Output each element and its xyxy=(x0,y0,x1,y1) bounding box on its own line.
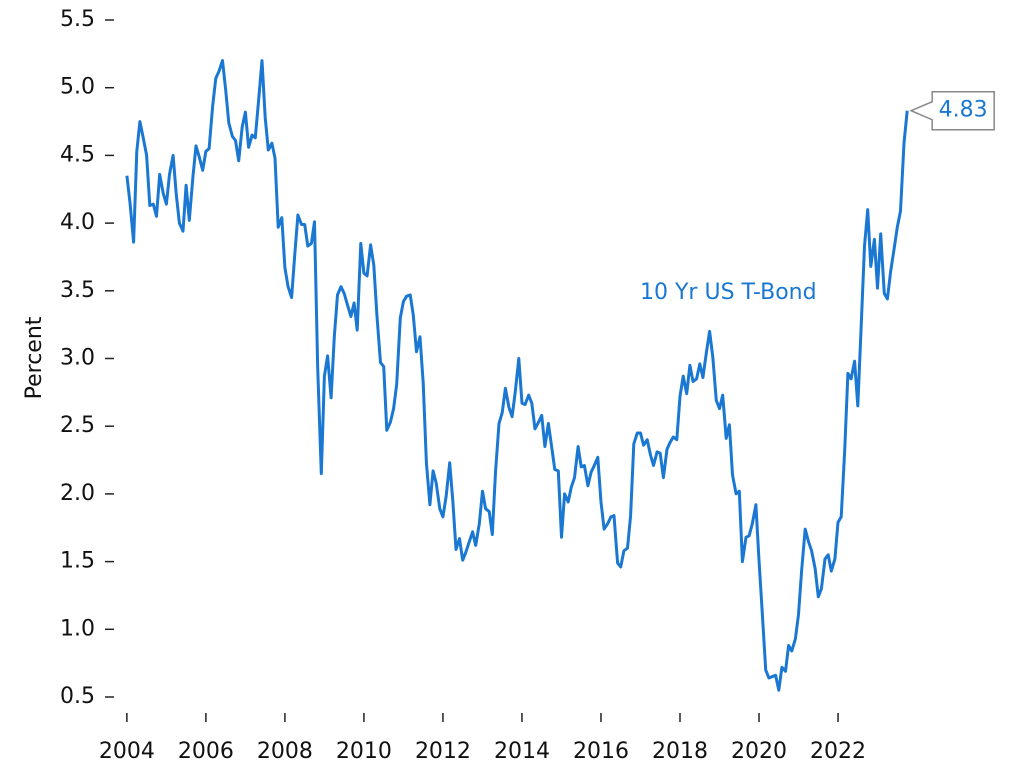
y-tick-label: 2.5 xyxy=(60,413,95,438)
x-tick-label: 2012 xyxy=(415,739,471,764)
y-tick-label: 4.0 xyxy=(60,210,95,235)
y-tick-label: 5.5 xyxy=(60,7,95,32)
y-tick-label: 3.0 xyxy=(60,346,95,371)
last-value-label: 4.83 xyxy=(939,98,988,123)
x-tick-label: 2006 xyxy=(178,739,234,764)
x-tick-label: 2014 xyxy=(494,739,550,764)
x-tick-label: 2022 xyxy=(810,739,866,764)
y-tick-label: 2.0 xyxy=(60,481,95,506)
y-tick-label: 1.0 xyxy=(60,616,95,641)
x-tick-label: 2004 xyxy=(99,739,155,764)
y-tick-label: 1.5 xyxy=(60,549,95,574)
series-annotation: 10 Yr US T-Bond xyxy=(640,280,817,305)
x-tick-label: 2018 xyxy=(652,739,708,764)
series-line xyxy=(125,59,909,692)
y-tick-label: 4.5 xyxy=(60,142,95,167)
x-tick-label: 2008 xyxy=(257,739,313,764)
x-tick-label: 2020 xyxy=(731,739,787,764)
y-axis-label: Percent xyxy=(22,316,47,399)
y-tick-label: 5.0 xyxy=(60,75,95,100)
y-tick-label: 0.5 xyxy=(60,684,95,709)
value-callout xyxy=(909,90,995,131)
x-tick-label: 2016 xyxy=(573,739,629,764)
x-tick-label: 2010 xyxy=(336,739,392,764)
y-tick-label: 3.5 xyxy=(60,278,95,303)
